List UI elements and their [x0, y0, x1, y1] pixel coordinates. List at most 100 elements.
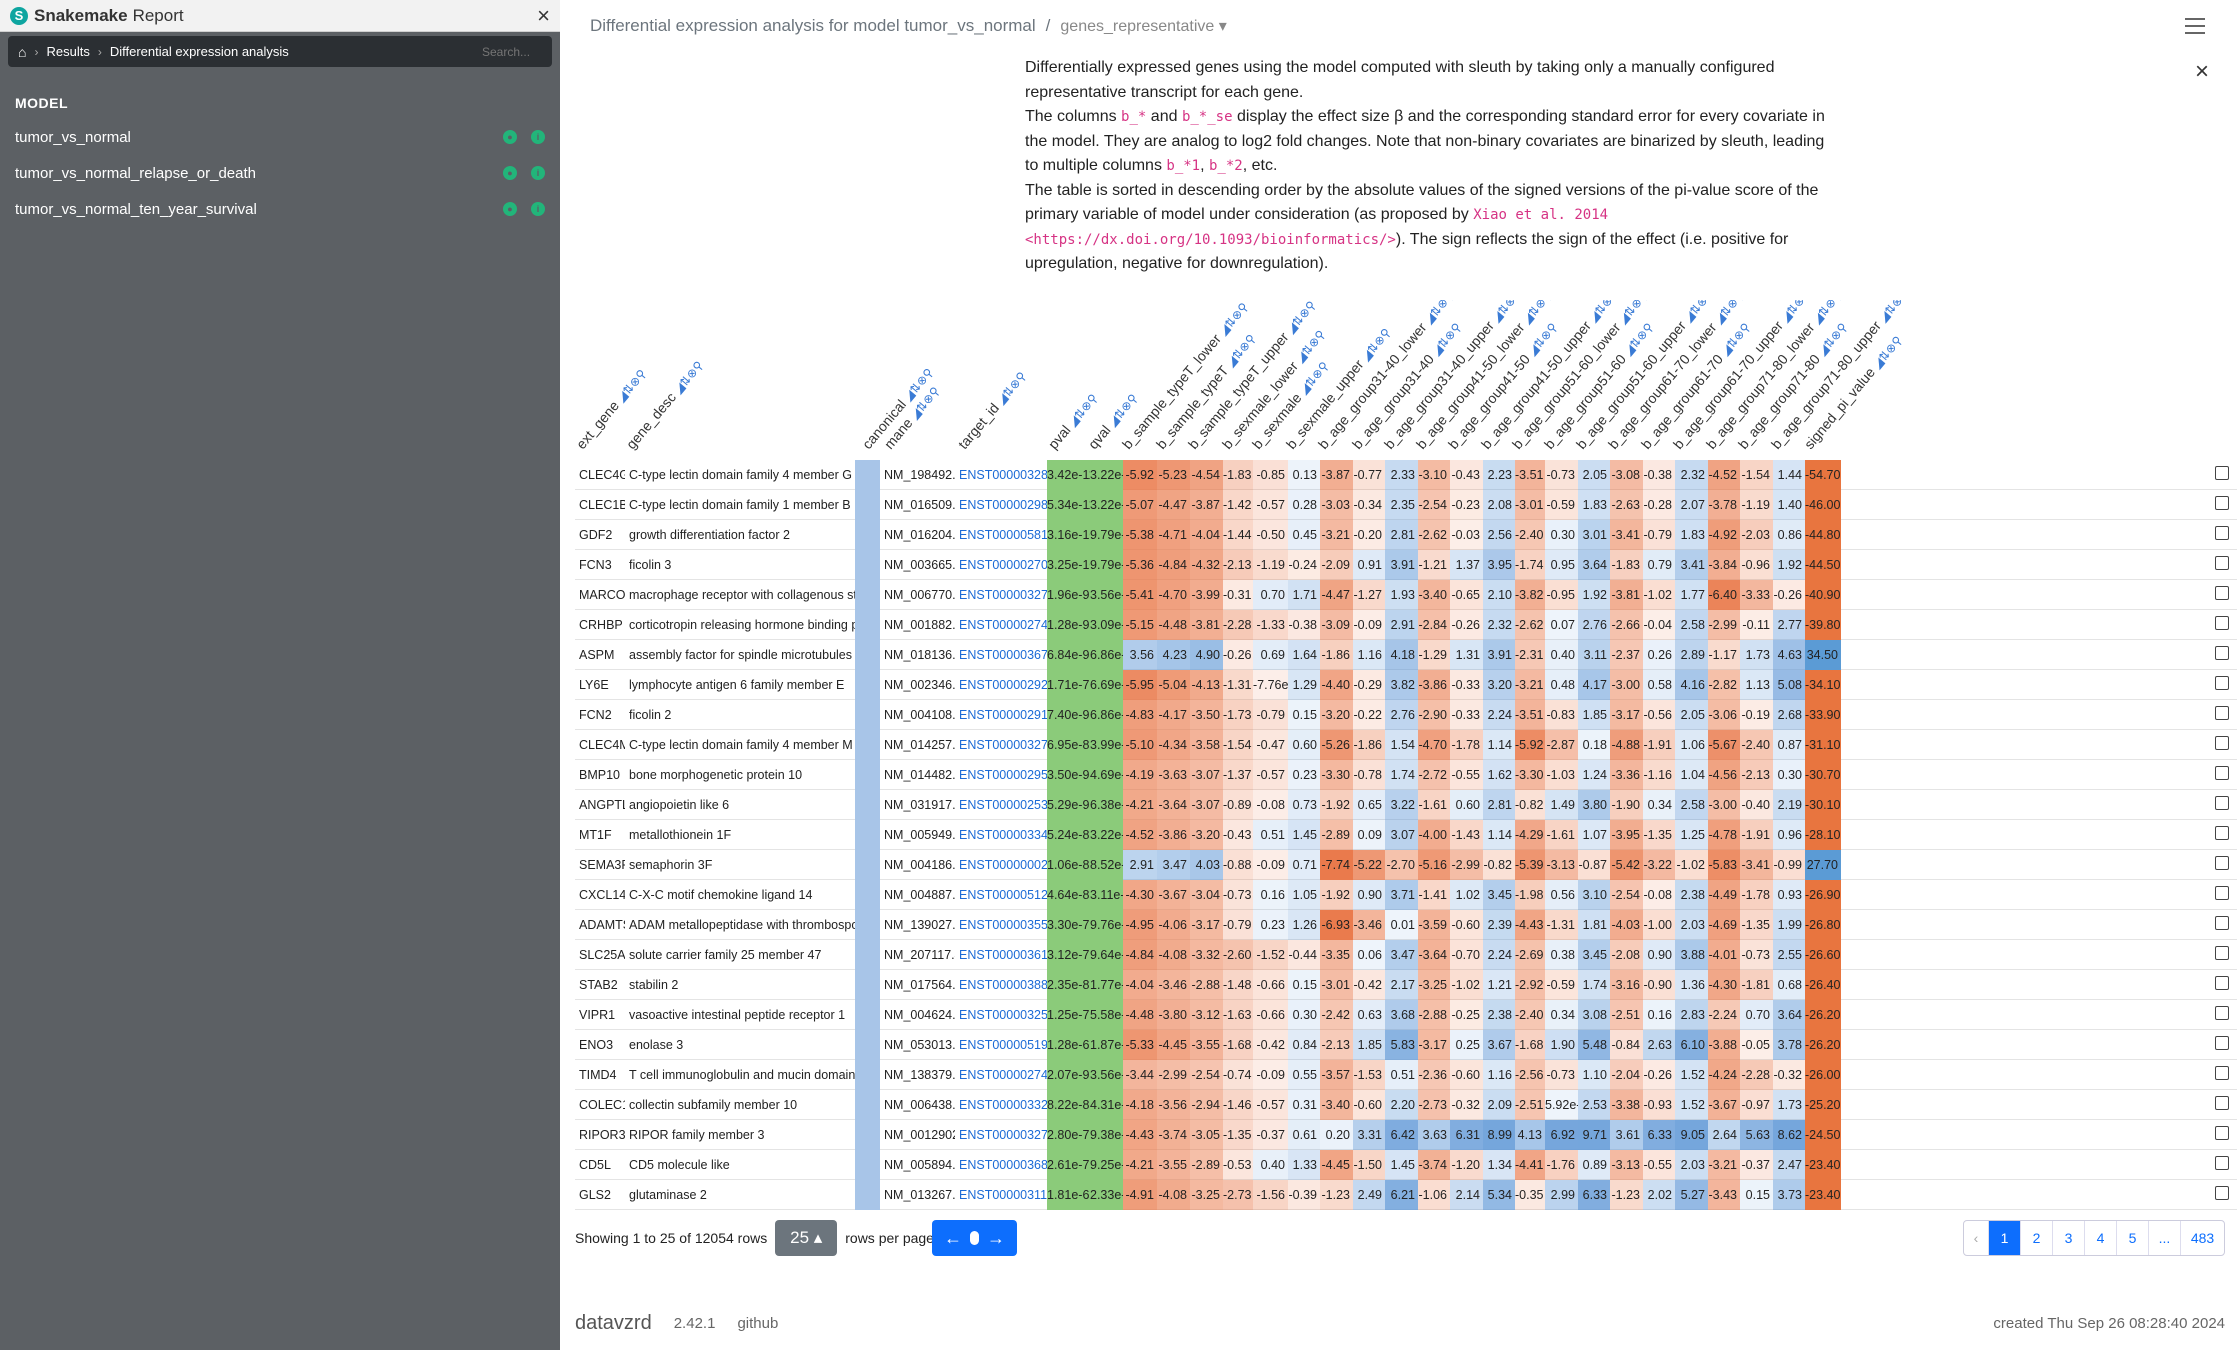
external-link-icon[interactable] — [2215, 466, 2229, 480]
external-link-icon[interactable] — [2215, 556, 2229, 570]
cell-target-id[interactable]: ENST00000274368.9 — [959, 618, 1047, 632]
page-1[interactable]: 1 — [1988, 1221, 2020, 1255]
cell-target-id[interactable]: ENST00000311966.9 — [959, 1188, 1047, 1202]
external-link-icon[interactable] — [2215, 916, 2229, 930]
eye-icon[interactable]: ● — [503, 130, 517, 144]
info-icon[interactable]: i — [531, 202, 545, 216]
prev-page[interactable]: ‹ — [1973, 1230, 1979, 1246]
cell-b_age_group31-40: 2.49 — [1353, 1180, 1385, 1210]
external-link-icon[interactable] — [2215, 976, 2229, 990]
sidebar-item-tumor-vs-normal[interactable]: tumor_vs_normal ● i — [0, 119, 560, 155]
external-link-icon[interactable] — [2215, 856, 2229, 870]
view-selector[interactable]: genes_representative ▾ — [1060, 18, 1227, 35]
cell-target-id[interactable]: ENST00000002829.8 — [959, 858, 1047, 872]
cell-target-id[interactable]: ENST00000355699.7 — [959, 918, 1047, 932]
home-icon[interactable]: ⌂ — [18, 43, 27, 60]
external-link-icon[interactable] — [2215, 1096, 2229, 1110]
table-row: STAB2 stabilin 2 NM_017564.10 ENST000003888… — [575, 970, 2237, 1000]
menu-icon[interactable] — [2185, 18, 2205, 34]
footer-brand[interactable]: datavzrd — [575, 1312, 652, 1334]
external-link-icon[interactable] — [2215, 706, 2229, 720]
cell-qval: 8.52e-6 — [1090, 850, 1123, 880]
external-link-icon[interactable] — [2215, 676, 2229, 690]
sort-filter-icon[interactable]: ◢⇅⊗⚲ — [613, 366, 650, 405]
external-link-icon[interactable] — [2215, 1006, 2229, 1020]
sort-filter-icon[interactable]: ◢⇅⊗⚲ — [1869, 333, 1906, 372]
cell-target-id[interactable]: ENST00000295379.2 — [959, 768, 1047, 782]
citation-link[interactable]: Xiao et al. 2014 <https://dx.doi.org/10.… — [1025, 207, 1609, 248]
external-link-icon[interactable] — [2215, 826, 2229, 840]
table-row: FCN2 ficolin 2 NM_004108.3 ENST00000291744.… — [575, 700, 2237, 730]
page-4[interactable]: 4 — [2084, 1221, 2116, 1255]
cell-canonical — [855, 1120, 880, 1150]
eye-icon[interactable]: ● — [503, 202, 517, 216]
breadcrumb-results[interactable]: Results — [46, 44, 90, 59]
cell-mane: NM_053013.4 — [884, 1038, 955, 1052]
column-header-target_id[interactable]: target_id◢⇅⊗⚲ — [955, 368, 1029, 452]
cell-target-id[interactable]: ENST00000367409.9 — [959, 648, 1047, 662]
cell-target-id[interactable]: ENST00000512158.6 — [959, 888, 1047, 902]
search-input[interactable] — [482, 44, 542, 59]
external-link-icon[interactable] — [2215, 766, 2229, 780]
external-link-icon[interactable] — [2215, 526, 2229, 540]
keyboard-nav-button[interactable]: ← → — [932, 1220, 1017, 1256]
cell-mane: NM_139027.6 — [884, 918, 955, 932]
cell-target-id[interactable]: ENST00000327097.5 — [959, 588, 1047, 602]
breadcrumb-current[interactable]: Differential expression analysis — [109, 44, 289, 59]
sidebar-item-relapse[interactable]: tumor_vs_normal_relapse_or_death ● i — [0, 155, 560, 191]
external-link-icon[interactable] — [2215, 496, 2229, 510]
page-5[interactable]: 5 — [2116, 1221, 2148, 1255]
external-link-icon[interactable] — [2215, 796, 2229, 810]
cell-target-id[interactable]: ENST00000368174.5 — [959, 1158, 1047, 1172]
cell-target-id[interactable]: ENST00000519602.6 — [959, 1038, 1047, 1052]
external-link-icon[interactable] — [2215, 886, 2229, 900]
cell-target-id[interactable]: ENST00000328853.11 — [959, 468, 1047, 482]
external-link-icon[interactable] — [2215, 946, 2229, 960]
sort-filter-icon[interactable]: ◢⇅⊗⚲ — [1065, 391, 1101, 430]
external-link-icon[interactable] — [2215, 646, 2229, 660]
close-description-icon[interactable]: × — [2194, 58, 2209, 85]
cell-b_age_group71-80: -2.03 — [1740, 520, 1773, 550]
external-link-icon[interactable] — [2215, 1066, 2229, 1080]
page-3[interactable]: 3 — [2052, 1221, 2084, 1255]
info-icon[interactable]: i — [531, 130, 545, 144]
page-2[interactable]: 2 — [2020, 1221, 2052, 1255]
external-link-icon[interactable] — [2215, 586, 2229, 600]
cell-qval: 3.11e-5 — [1090, 880, 1123, 910]
cell-target-id[interactable]: ENST00000361529.5 — [959, 948, 1047, 962]
external-link-icon[interactable] — [2215, 1156, 2229, 1170]
cell-target-id[interactable]: ENST00000270879.9 — [959, 558, 1047, 572]
main: Differential expression analysis for mod… — [560, 0, 2237, 1350]
external-link-icon[interactable] — [2215, 1126, 2229, 1140]
cell-target-id[interactable]: ENST00000253109.5 — [959, 798, 1047, 812]
cell-target-id[interactable]: ENST00000274532.7 — [959, 1068, 1047, 1082]
cell-target-id[interactable]: ENST00000292494.11 — [959, 678, 1047, 692]
cell-target-id[interactable]: ENST00000325123.5 — [959, 1008, 1047, 1022]
close-sidebar-icon[interactable]: × — [537, 2, 550, 28]
cell-target-id[interactable]: ENST00000332843.3 — [959, 1098, 1047, 1112]
cell-target-id[interactable]: ENST00000388887.7 — [959, 978, 1047, 992]
page-last[interactable]: 483 — [2180, 1221, 2224, 1255]
cell-b_age_group31-40_upper: 2.76 — [1385, 700, 1418, 730]
cell-target-id[interactable]: ENST00000327979.8 — [959, 1128, 1047, 1142]
cell-b_sexmale_upper: -0.38 — [1288, 610, 1320, 640]
cell-target-id[interactable]: ENST00000327325.10 — [959, 738, 1047, 752]
github-link[interactable]: github — [737, 1315, 779, 1332]
cell-target-id[interactable]: ENST00000334350.7 — [959, 828, 1047, 842]
external-link-icon[interactable] — [2215, 1036, 2229, 1050]
cell-b_age_group31-40_upper: 3.82 — [1385, 670, 1418, 700]
cell-target-id[interactable]: ENST00000298527.11 — [959, 498, 1047, 512]
sort-filter-icon[interactable]: ◢⇅⊗⚲ — [1875, 300, 1912, 325]
page-size-select[interactable]: 25 ▴ — [775, 1220, 838, 1256]
cell-b_age_group71-80_upper: 0.93 — [1773, 880, 1805, 910]
sort-filter-icon[interactable]: ◢⇅⊗⚲ — [993, 368, 1030, 408]
cell-target-id[interactable]: ENST00000581492.3 — [959, 528, 1047, 542]
info-icon[interactable]: i — [531, 166, 545, 180]
cell-target-id[interactable]: ENST00000291744.11 — [959, 708, 1047, 722]
eye-icon[interactable]: ● — [503, 166, 517, 180]
sort-filter-icon[interactable]: ◢⇅⊗⚲ — [670, 358, 707, 397]
external-link-icon[interactable] — [2215, 1186, 2229, 1200]
sidebar-item-ten-year[interactable]: tumor_vs_normal_ten_year_survival ● i — [0, 191, 560, 227]
external-link-icon[interactable] — [2215, 736, 2229, 750]
external-link-icon[interactable] — [2215, 616, 2229, 630]
